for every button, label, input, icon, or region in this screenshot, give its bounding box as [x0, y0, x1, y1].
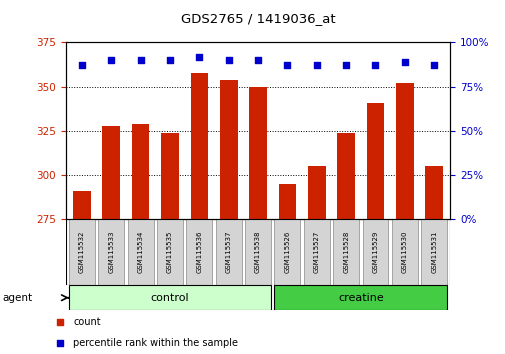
Bar: [127, 219, 153, 285]
Point: [341, 63, 349, 68]
Point: [429, 63, 437, 68]
Bar: [98, 219, 124, 285]
Bar: [362, 219, 388, 285]
Text: GSM115537: GSM115537: [225, 231, 231, 274]
Point: [166, 57, 174, 63]
Text: GDS2765 / 1419036_at: GDS2765 / 1419036_at: [180, 12, 335, 25]
Bar: [308, 166, 325, 219]
Bar: [157, 219, 182, 285]
Bar: [333, 219, 359, 285]
Text: control: control: [150, 293, 189, 303]
Bar: [73, 191, 90, 219]
Text: GSM115528: GSM115528: [342, 231, 348, 273]
Point: [224, 57, 232, 63]
Point: [136, 57, 144, 63]
Bar: [103, 126, 120, 219]
Point: [107, 57, 115, 63]
Text: agent: agent: [3, 293, 33, 303]
Bar: [244, 219, 271, 285]
Text: GSM115527: GSM115527: [313, 231, 319, 273]
Point: [400, 59, 408, 65]
Bar: [337, 133, 354, 219]
Text: GSM115536: GSM115536: [196, 231, 202, 274]
Point: [283, 63, 291, 68]
Point: [56, 319, 64, 325]
Bar: [421, 219, 446, 285]
Bar: [274, 219, 300, 285]
Text: GSM115533: GSM115533: [108, 231, 114, 274]
Bar: [304, 219, 329, 285]
Bar: [366, 103, 383, 219]
Point: [78, 63, 86, 68]
Bar: [278, 184, 295, 219]
Bar: [391, 219, 417, 285]
Point: [371, 63, 379, 68]
Bar: [132, 124, 149, 219]
Bar: [186, 219, 212, 285]
Text: percentile rank within the sample: percentile rank within the sample: [73, 338, 238, 348]
Text: creatine: creatine: [337, 293, 383, 303]
Bar: [249, 87, 266, 219]
Text: GSM115529: GSM115529: [372, 231, 378, 273]
Bar: [220, 80, 237, 219]
Bar: [69, 285, 271, 310]
Text: GSM115532: GSM115532: [79, 231, 85, 273]
Point: [56, 340, 64, 346]
Bar: [274, 285, 446, 310]
Bar: [190, 73, 208, 219]
Bar: [161, 133, 178, 219]
Point: [195, 54, 203, 59]
Bar: [395, 83, 413, 219]
Text: GSM115526: GSM115526: [284, 231, 290, 273]
Text: GSM115530: GSM115530: [401, 231, 407, 274]
Point: [254, 57, 262, 63]
Bar: [425, 166, 442, 219]
Bar: [215, 219, 241, 285]
Bar: [69, 219, 94, 285]
Text: GSM115535: GSM115535: [167, 231, 173, 273]
Text: GSM115534: GSM115534: [137, 231, 143, 273]
Text: GSM115531: GSM115531: [430, 231, 436, 274]
Text: GSM115538: GSM115538: [255, 231, 261, 274]
Point: [312, 63, 320, 68]
Text: count: count: [73, 317, 101, 327]
